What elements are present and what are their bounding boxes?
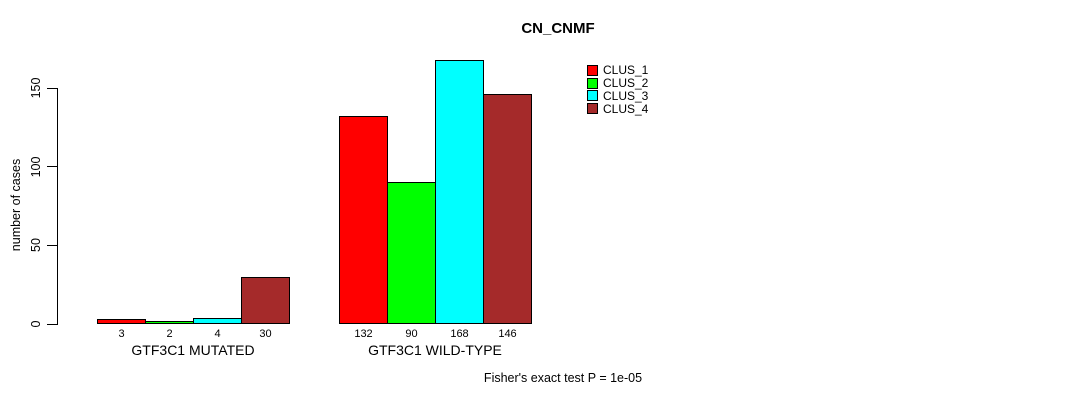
bar-value-label: 2 (166, 328, 173, 340)
legend: CLUS_1 CLUS_2 CLUS_3 CLUS_4 (587, 63, 649, 116)
bar-clus_1-group2 (339, 116, 388, 324)
bar-clus_3-group2 (435, 60, 484, 324)
stat-test-caption: Fisher's exact test P = 1e-05 (483, 371, 643, 385)
bar-clus_2-group2 (387, 182, 436, 324)
y-axis-label: number of cases (9, 158, 23, 252)
y-axis-line (57, 88, 58, 324)
legend-swatch-clus_4 (587, 103, 598, 115)
bar-clus_4-group1 (241, 277, 290, 324)
y-axis-tick-label: 150 (29, 77, 43, 99)
legend-swatch-clus_2 (587, 77, 598, 89)
legend-item-clus_1: CLUS_1 (587, 63, 649, 78)
bar-clus_1-group1 (97, 319, 146, 324)
y-axis-tick-label: 0 (29, 320, 43, 328)
bar-value-label: 4 (214, 328, 221, 340)
y-axis-tick-label: 50 (29, 238, 43, 253)
x-axis-group-label: GTF3C1 WILD-TYPE (368, 342, 502, 358)
bar-clus_4-group2 (483, 94, 532, 324)
bar-value-label: 146 (498, 328, 517, 340)
legend-swatch-clus_3 (587, 90, 598, 102)
legend-item-clus_2: CLUS_2 (587, 76, 649, 91)
legend-label: CLUS_1 (603, 63, 649, 78)
legend-swatch-clus_1 (587, 64, 598, 76)
bar-value-label: 30 (259, 328, 272, 340)
bar-clus_3-group1 (193, 318, 242, 324)
bar-clus_2-group1 (145, 321, 194, 324)
y-axis-tick (47, 323, 58, 325)
bar-value-label: 3 (118, 328, 125, 340)
legend-label: CLUS_4 (603, 101, 649, 116)
legend-label: CLUS_2 (603, 76, 649, 91)
bar-value-label: 132 (354, 328, 373, 340)
y-axis-tick-label: 100 (29, 156, 43, 178)
legend-item-clus_4: CLUS_4 (587, 101, 649, 116)
x-axis-group-label: GTF3C1 MUTATED (131, 342, 255, 358)
y-axis-tick (47, 87, 58, 89)
legend-label: CLUS_3 (603, 89, 649, 103)
chart-title: CN_CNMF (521, 20, 595, 37)
y-axis-tick (47, 244, 58, 246)
legend-item-clus_3: CLUS_3 (587, 89, 649, 103)
y-axis-tick (47, 166, 58, 168)
bar-value-label: 90 (405, 328, 418, 340)
bar-value-label: 168 (450, 328, 469, 340)
